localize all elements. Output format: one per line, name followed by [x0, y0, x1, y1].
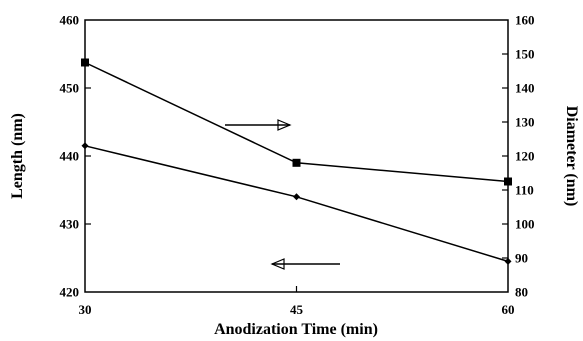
right-axis-title: Diameter (nm) [563, 106, 580, 207]
right-tick-label: 130 [515, 115, 535, 130]
right-tick-label: 90 [515, 251, 528, 266]
plot-frame [84, 19, 509, 293]
length-point [293, 193, 300, 201]
left-axis-arrow [270, 258, 340, 270]
right-tick-label: 120 [515, 149, 535, 164]
right-axis-arrow [225, 119, 292, 131]
x-tick-label: 45 [290, 302, 304, 317]
right-axis-ticks: 80 90 100 110 120 130 140 150 160 [502, 13, 535, 300]
diameter-point [292, 158, 301, 167]
left-tick-label: 460 [60, 13, 80, 28]
x-tick-label: 30 [79, 302, 92, 317]
annotation-layer [225, 119, 340, 270]
diameter-point [81, 58, 89, 67]
right-tick-label: 160 [515, 13, 535, 28]
right-tick-label: 80 [515, 285, 528, 300]
right-tick-label: 150 [515, 47, 535, 62]
right-tick-label: 100 [515, 217, 535, 232]
right-tick-label: 140 [515, 81, 535, 96]
length-point [81, 142, 89, 150]
left-tick-label: 430 [60, 217, 80, 232]
left-axis-title: Length (nm) [9, 113, 26, 199]
x-axis-ticks: 30 45 60 [79, 286, 515, 317]
left-tick-label: 440 [60, 149, 80, 164]
left-tick-label: 450 [60, 81, 80, 96]
right-tick-label: 110 [515, 183, 534, 198]
x-tick-label: 60 [502, 302, 515, 317]
left-axis-ticks: 420 430 440 450 460 [60, 13, 91, 300]
x-axis-title: Anodization Time (min) [214, 321, 378, 338]
diameter-point [504, 177, 512, 186]
series-layer [81, 58, 512, 265]
left-tick-label: 420 [60, 285, 80, 300]
length-point [504, 257, 512, 265]
